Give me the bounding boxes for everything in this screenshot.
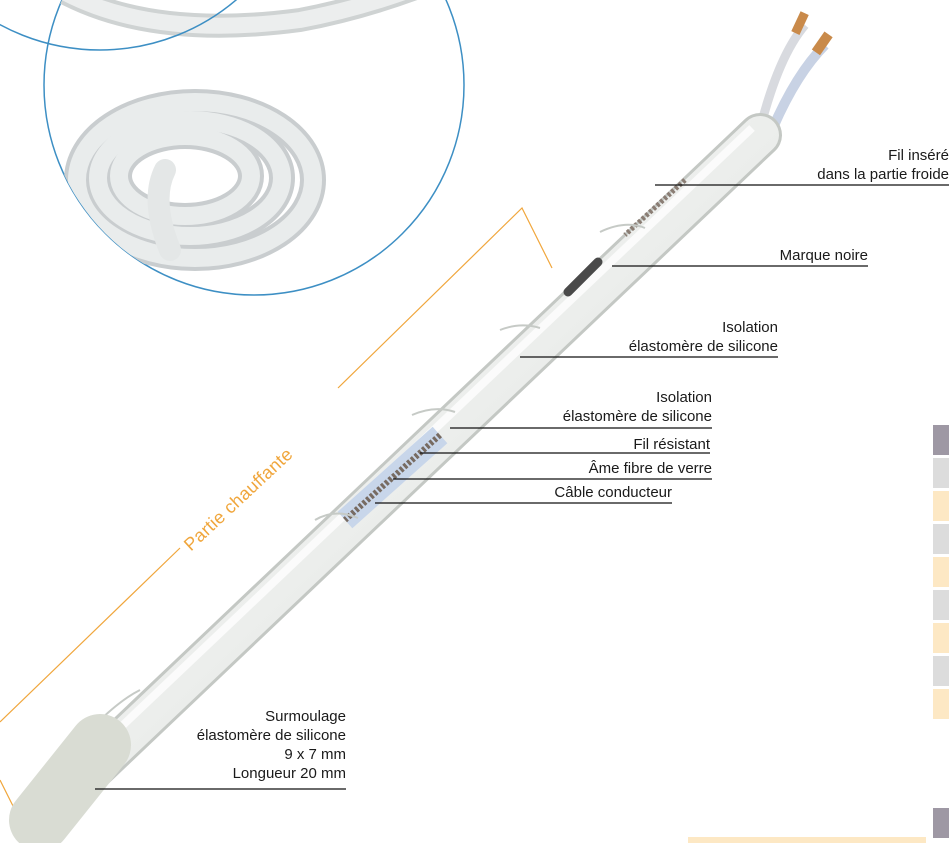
swatch-grey [933,590,949,620]
overmould [9,714,131,843]
coil-magnifier-edge [0,0,238,51]
swatch-cream [933,623,949,653]
black-mark [563,257,603,297]
swatch-grey [933,524,949,554]
label-surmoulage: Surmoulage élastomère de silicone 9 x 7 … [196,708,346,782]
swatch-cream [933,689,949,719]
leader-lines [95,184,949,790]
footer-bar [688,837,926,843]
label-fil-insere: Fil inséré dans la partie froide [817,147,949,183]
label-fil-resistant: Fil résistant [633,436,710,453]
swatch-cream [933,491,949,521]
heating-cable [9,113,782,843]
swatch-dark [933,425,949,455]
label-marque-noire: Marque noire [779,247,868,264]
label-ame-fibre: Âme fibre de verre [588,460,712,477]
swatch-grey [933,656,949,686]
label-isolation-2: Isolation élastomère de silicone [562,389,712,425]
swatch-cream [933,557,949,587]
swatch-dark-bottom [933,808,949,838]
swatch-grey [933,458,949,488]
label-cable-conducteur: Câble conducteur [554,484,672,501]
coil-magnifier [43,0,465,296]
label-isolation-1: Isolation élastomère de silicone [628,319,778,355]
